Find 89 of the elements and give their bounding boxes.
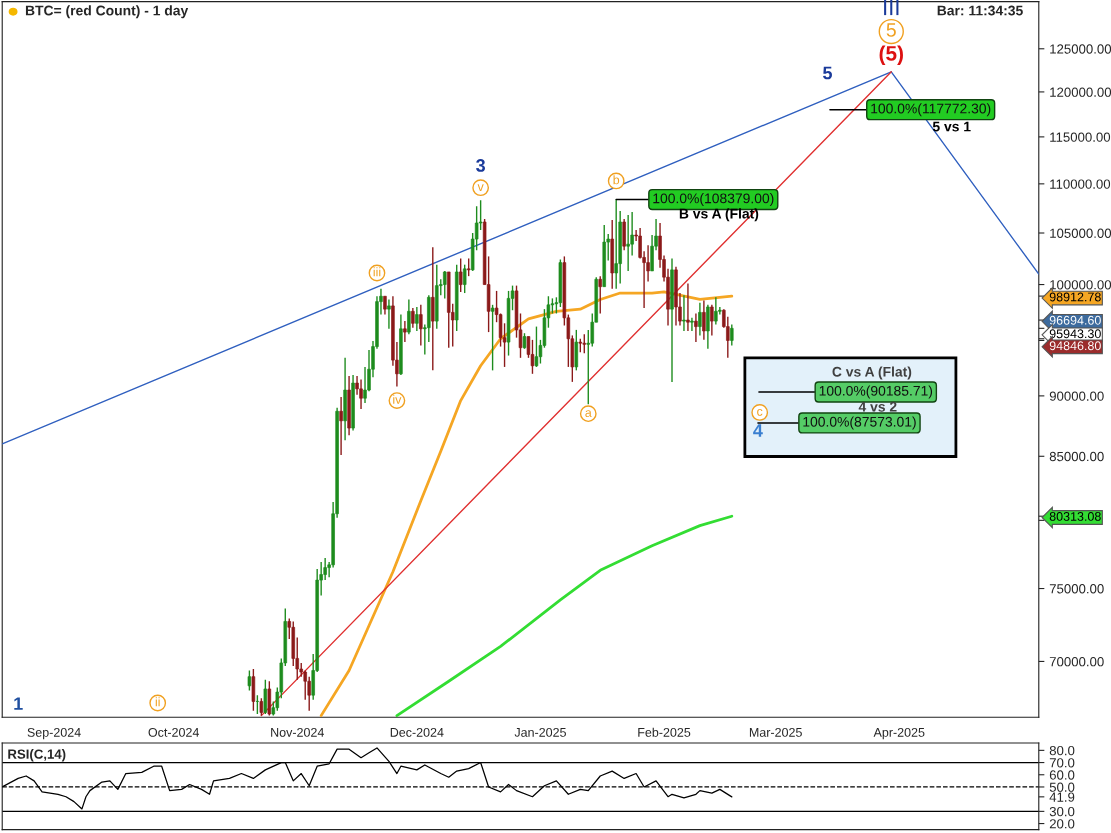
candlestick	[383, 295, 387, 316]
candlestick	[626, 214, 630, 272]
candlestick	[702, 299, 706, 341]
y-tick-label: 98912.78	[1049, 292, 1101, 302]
annotation: iv	[393, 394, 402, 404]
candlestick	[419, 304, 423, 347]
annotation: Bar: 11:34:35	[937, 5, 1023, 16]
annotation: III	[884, 0, 899, 16]
y-tick-label: 120000.00	[1050, 87, 1111, 97]
candlestick	[530, 339, 535, 375]
y-tick-label: 75000.00	[1049, 584, 1104, 594]
candlestick	[614, 198, 618, 290]
candlestick	[582, 333, 587, 355]
y-tick-label: 96694.60	[1049, 315, 1101, 325]
line-series	[395, 514, 734, 718]
y-tick-label: 41.9	[1049, 792, 1075, 802]
annotation: 4	[753, 424, 763, 437]
candlestick	[690, 317, 694, 332]
x-tick-label: Mar-2025	[749, 727, 802, 737]
annotation: 5	[886, 23, 896, 37]
candlestick	[387, 298, 391, 330]
y-tick-label: 85000.00	[1049, 451, 1104, 462]
annotation: (5)	[879, 45, 903, 65]
y-tick-label: 95943.30	[1049, 329, 1101, 339]
annotation: 5 vs 1	[932, 121, 971, 132]
candlestick	[598, 275, 602, 315]
y-tick-label: 90000.00	[1049, 391, 1104, 401]
y-tick-label: 80.0	[1049, 745, 1075, 756]
candlestick	[411, 307, 415, 329]
x-tick-label: Oct-2024	[148, 727, 199, 737]
annotation: 3	[476, 159, 485, 172]
annotation: v	[477, 184, 484, 191]
candlestick	[339, 396, 343, 456]
annotation: 100.0%(108379.00)	[653, 193, 774, 207]
candlestick	[415, 306, 419, 332]
candlestick	[698, 301, 702, 337]
candlestick	[359, 378, 363, 410]
annotation: 4 vs 2	[858, 401, 897, 412]
line-series	[319, 290, 734, 718]
x-tick-label: Feb-2025	[638, 727, 691, 737]
candlestick	[443, 270, 447, 300]
y-tick-label: 70.0	[1049, 758, 1075, 768]
candlestick	[714, 296, 718, 326]
candlestick	[403, 320, 407, 343]
candlestick	[694, 312, 698, 343]
candlestick	[462, 263, 467, 294]
x-tick-label: Dec-2024	[390, 727, 444, 737]
y-tick-label: 100000.00	[1050, 280, 1111, 290]
annotation: iii	[373, 267, 381, 277]
y-tick-label: 30.0	[1049, 806, 1075, 817]
annotation: 5	[823, 66, 832, 80]
candlestick	[407, 298, 411, 336]
candlestick	[534, 325, 539, 368]
annotation: 1	[14, 697, 23, 710]
annotation: C vs A (Flat)	[832, 366, 912, 380]
y-tick-label: 125000.00	[1050, 44, 1111, 54]
annotation: 100.0%(87573.01)	[803, 416, 916, 430]
candlestick	[458, 257, 463, 293]
candlestick	[710, 304, 714, 337]
x-tick-label: Jan-2025	[514, 727, 566, 737]
annotation: c	[757, 408, 763, 416]
annotation: 100.0%(90185.71)	[819, 385, 933, 399]
candlestick	[431, 246, 435, 372]
annotation: ii	[155, 697, 160, 707]
candlestick	[263, 679, 268, 715]
y-tick-label: 50.0	[1049, 782, 1075, 792]
chart-title: BTC= (red Count) - 1 day	[25, 5, 189, 19]
annotation: b	[613, 175, 620, 185]
y-tick-label: 70000.00	[1049, 656, 1104, 667]
y-tick-label: 105000.00	[1050, 228, 1111, 238]
y-tick-label: 94846.80	[1049, 341, 1101, 351]
candlestick	[363, 366, 367, 404]
annotation: a	[585, 410, 592, 417]
y-tick-label: 115000.00	[1050, 132, 1111, 142]
y-tick-label: 60.0	[1049, 770, 1075, 780]
candlestick	[730, 323, 734, 347]
x-tick-label: Sep-2024	[27, 727, 81, 740]
y-tick-label: 80313.08	[1049, 512, 1101, 521]
candlestick	[490, 304, 495, 372]
x-tick-label: Apr-2025	[873, 727, 925, 740]
chart-title: RSI(C,14)	[8, 749, 66, 762]
y-tick-label: 110000.00	[1050, 179, 1111, 189]
candlestick	[307, 675, 311, 712]
annotation: 100.0%(117772.30)	[871, 103, 991, 117]
candlestick	[247, 669, 252, 692]
candlestick	[682, 294, 686, 332]
y-tick-label: 20.0	[1049, 819, 1075, 829]
x-tick-label: Nov-2024	[271, 727, 324, 737]
candlestick	[686, 282, 690, 332]
